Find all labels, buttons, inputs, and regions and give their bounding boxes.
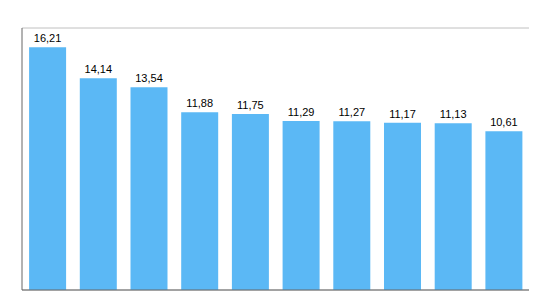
svg-text:14,14: 14,14 — [85, 63, 113, 75]
svg-text:10,61: 10,61 — [490, 116, 518, 128]
svg-text:11,75: 11,75 — [237, 99, 264, 111]
svg-text:13,54: 13,54 — [135, 72, 163, 84]
svg-text:11,17: 11,17 — [389, 108, 416, 120]
svg-text:11,88: 11,88 — [186, 97, 213, 109]
svg-text:11,13: 11,13 — [440, 108, 467, 120]
svg-text:11,27: 11,27 — [338, 106, 365, 118]
svg-text:11,29: 11,29 — [288, 106, 315, 118]
svg-text:16,21: 16,21 — [34, 32, 62, 44]
